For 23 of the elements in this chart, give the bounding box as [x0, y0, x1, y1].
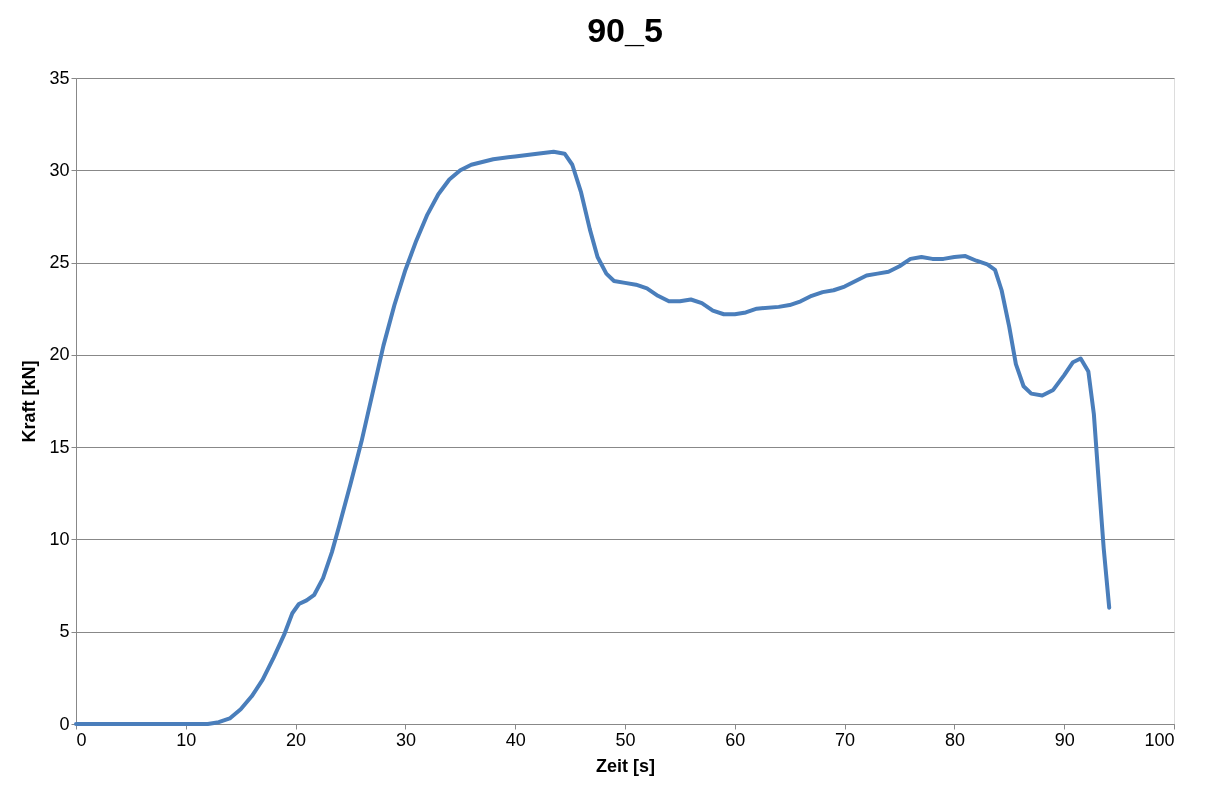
y-tick-label: 10 [49, 528, 70, 549]
y-tick-label: 0 [59, 713, 70, 734]
x-axis-title: Zeit [s] [595, 755, 656, 776]
y-tick-label: 5 [59, 621, 70, 642]
x-tick-label: 30 [395, 729, 416, 750]
x-tick-label: 80 [944, 729, 965, 750]
x-tick-label: 20 [286, 729, 307, 750]
x-tick-label: 90 [1054, 729, 1075, 750]
chart-title: 90_5 [587, 11, 663, 49]
y-tick-label: 15 [49, 436, 70, 457]
y-tick-label: 30 [49, 159, 70, 180]
x-tick-label: 60 [725, 729, 746, 750]
y-axis-title: Kraft [kN] [19, 360, 40, 443]
x-tick-label: 50 [615, 729, 636, 750]
line-series [74, 149, 1112, 726]
x-tick-label: 40 [505, 729, 526, 750]
x-tick-label: 0 [76, 729, 87, 750]
x-tick-label: 70 [835, 729, 856, 750]
x-tick-label: 100 [1144, 729, 1175, 750]
y-tick-label: 25 [49, 252, 70, 273]
y-tick-label: 35 [49, 67, 70, 88]
x-tick-label: 10 [176, 729, 197, 750]
y-tick-label: 20 [49, 344, 70, 365]
